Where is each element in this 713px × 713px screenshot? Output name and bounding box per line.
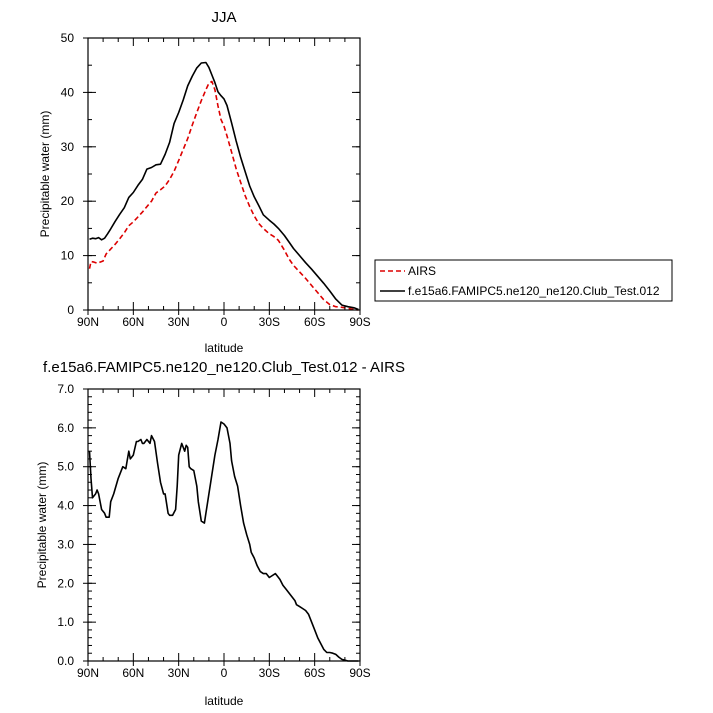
- y-tick-label: 20: [61, 194, 75, 208]
- legend: AIRS f.e15a6.FAMIPC5.ne120_ne120.Club_Te…: [374, 259, 673, 302]
- x-axis-label: latitude: [205, 341, 244, 355]
- y-tick-label: 5.0: [57, 460, 74, 474]
- plot-frame: [87, 388, 361, 662]
- y-tick-label: 0: [67, 303, 74, 317]
- x-tick-label: 60S: [304, 666, 325, 680]
- x-tick-label: 60N: [122, 666, 144, 680]
- x-tick-label: 90S: [349, 315, 370, 329]
- x-tick-label: 30N: [168, 666, 190, 680]
- y-tick-label: 50: [61, 31, 75, 45]
- x-tick-label: 0: [221, 666, 228, 680]
- y-tick-label: 10: [61, 249, 75, 263]
- x-tick-label: 0: [221, 315, 228, 329]
- difference-panel: f.e15a6.FAMIPC5.ne120_ne120.Club_Test.01…: [35, 359, 405, 708]
- series-line-1: [89, 61, 359, 311]
- legend-label-model: f.e15a6.FAMIPC5.ne120_ne120.Club_Test.01…: [408, 284, 660, 298]
- y-axis-label: Precipitable water (mm): [35, 462, 49, 589]
- y-axis-label: Precipitable water (mm): [38, 111, 52, 238]
- y-tick-label: 3.0: [57, 537, 74, 551]
- x-tick-label: 60N: [122, 315, 144, 329]
- plot-area: [88, 421, 359, 662]
- x-tick-label: 30S: [259, 315, 280, 329]
- y-tick-label: 0.0: [57, 654, 74, 668]
- series-line-0: [88, 80, 359, 311]
- y-tick-label: 6.0: [57, 421, 74, 435]
- y-tick-label: 2.0: [57, 576, 74, 590]
- tick-marks: 90N 60N 30N 0 30S 60S 90S 0.0 1.0 2.0 3.0 4.0 5.0 6.0…: [57, 382, 370, 680]
- chart-title: f.e15a6.FAMIPC5.ne120_ne120.Club_Test.01…: [43, 359, 405, 376]
- legend-box: [374, 259, 673, 302]
- y-tick-label: 40: [61, 85, 75, 99]
- jja-panel: JJA 90N 60N 30N 0 30S 60S 90S 0 10 20 30 40 50 latit…: [38, 9, 673, 355]
- y-tick-label: 30: [61, 140, 75, 154]
- series-line-0: [88, 421, 359, 662]
- x-tick-label: 60S: [304, 315, 325, 329]
- x-axis-label: latitude: [205, 694, 244, 708]
- x-tick-label: 90N: [77, 315, 99, 329]
- x-tick-label: 30N: [168, 315, 190, 329]
- plot-frame: [87, 37, 361, 311]
- y-tick-label: 4.0: [57, 499, 74, 513]
- tick-marks: 90N 60N 30N 0 30S 60S 90S 0 10 20 30 40 50: [61, 31, 371, 329]
- y-tick-label: 7.0: [57, 382, 74, 396]
- y-tick-label: 1.0: [57, 615, 74, 629]
- plot-area: [88, 61, 359, 311]
- x-tick-label: 90S: [349, 666, 370, 680]
- legend-label-airs: AIRS: [408, 264, 436, 278]
- chart-title: JJA: [211, 9, 236, 26]
- x-tick-label: 90N: [77, 666, 99, 680]
- x-tick-label: 30S: [259, 666, 280, 680]
